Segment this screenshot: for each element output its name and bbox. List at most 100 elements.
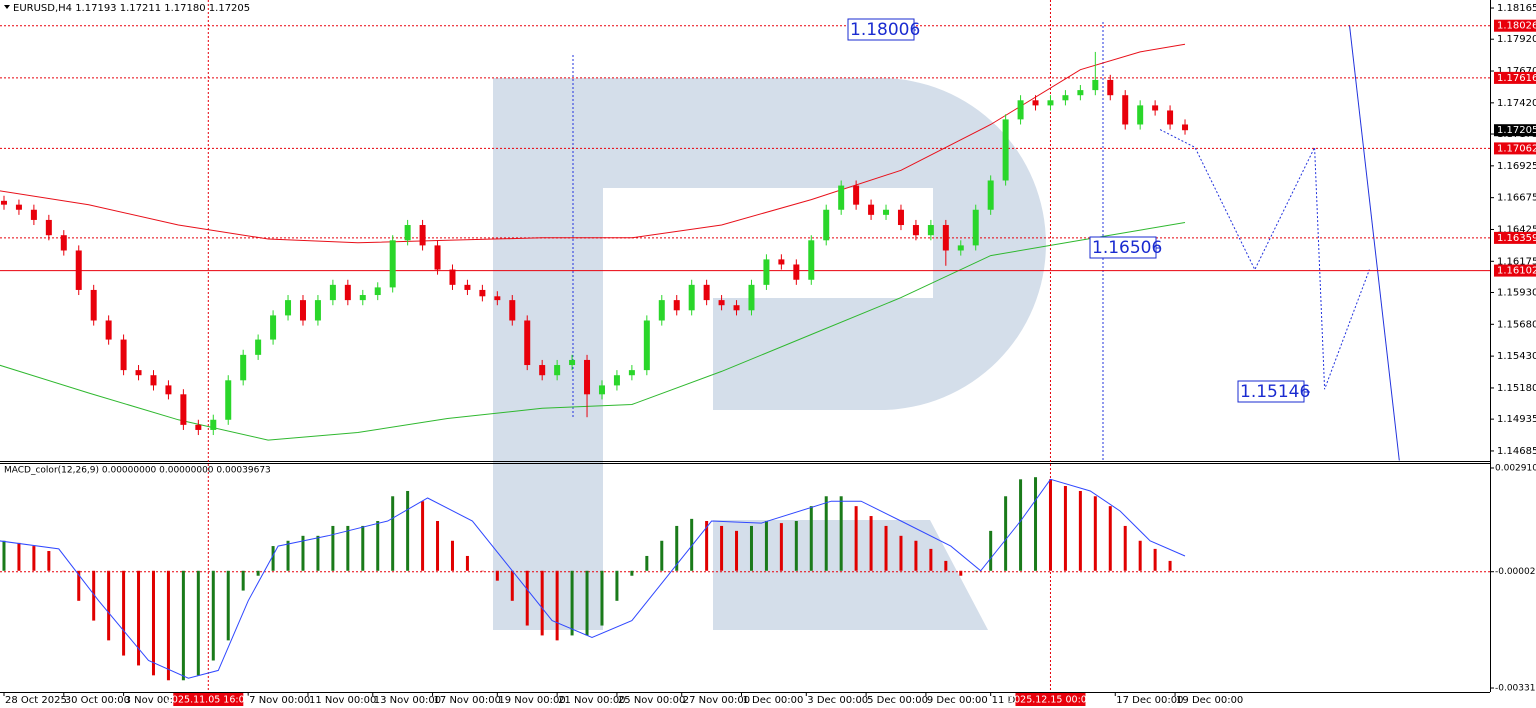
macd-bar	[1004, 496, 1008, 571]
macd-bar	[316, 535, 320, 571]
macd-bar	[17, 542, 21, 571]
candle-body	[404, 225, 411, 241]
candle-body	[210, 419, 217, 430]
candle-body	[1152, 105, 1159, 111]
macd-bar	[989, 530, 993, 571]
macd-bar	[720, 525, 724, 571]
macd-bar	[406, 490, 410, 571]
x-tick-label: 11 Nov 00:00	[309, 695, 376, 706]
candle-body	[195, 424, 202, 430]
price-level-box	[1494, 142, 1536, 155]
x-tick-label: 5 Dec 00:00	[867, 695, 928, 706]
candle-body	[30, 209, 37, 220]
macd-bar	[286, 540, 290, 571]
y-tick-label: 1.15430	[1497, 351, 1536, 362]
candle-body	[763, 259, 770, 285]
x-tick-label: 19 Nov 00:00	[498, 695, 565, 706]
x-tick-label: 3 Dec 00:00	[807, 695, 868, 706]
x-tick-label: 21 Nov 00:00	[558, 695, 625, 706]
macd-bar	[555, 570, 559, 641]
macd-bar	[495, 570, 499, 581]
candle-body	[569, 359, 576, 366]
candle-body	[449, 269, 456, 285]
candle-body	[554, 365, 561, 376]
macd-bar	[690, 518, 694, 571]
candle-body	[165, 385, 172, 395]
macd-bar	[645, 555, 649, 571]
candle-body	[972, 209, 979, 246]
x-tick-label: 7 Nov 00:00	[249, 695, 310, 706]
candle-body	[942, 225, 949, 251]
macd-bar	[1183, 570, 1187, 572]
price-level-label: 1.16102	[1497, 266, 1536, 277]
indicator-line	[1159, 129, 1370, 390]
macd-bar	[376, 520, 380, 571]
macd-bar	[1153, 548, 1157, 571]
macd-bar	[107, 570, 111, 641]
macd-bar	[331, 525, 335, 571]
candle-body	[778, 259, 785, 265]
y-tick-label: 1.16175	[1497, 256, 1536, 267]
candle-body	[524, 320, 531, 366]
x-tick-label: 27 Nov 00:00	[683, 695, 750, 706]
macd-bar	[47, 551, 51, 571]
x-tick-label: 3 Nov 00:00	[125, 695, 186, 706]
candle-body	[808, 240, 815, 280]
candle-body	[1092, 79, 1099, 91]
y-tick-label: 1.16425	[1497, 224, 1536, 235]
macd-bar	[92, 570, 96, 621]
candle-body	[255, 339, 262, 355]
x-tick-label: 30 Oct 00:00	[65, 695, 130, 706]
macd-bar	[974, 570, 978, 572]
y-tick-label: 1.14935	[1497, 414, 1536, 425]
logo-bowl	[603, 78, 1046, 410]
macd-bar	[764, 520, 768, 571]
candle-body	[853, 185, 860, 205]
candle-body	[1017, 100, 1024, 120]
candle-body	[643, 320, 650, 371]
macd-bar	[794, 520, 798, 571]
candle-body	[0, 200, 7, 205]
macd-bar	[929, 548, 933, 571]
y-tick-label: 1.16925	[1497, 161, 1536, 172]
macd-bar	[735, 530, 739, 571]
candle-body	[135, 370, 142, 376]
candle-body	[1032, 100, 1039, 106]
macd-bar	[271, 546, 275, 571]
candle-body	[105, 320, 112, 340]
macd-bar	[615, 570, 619, 601]
price-level-label: 1.17062	[1497, 143, 1536, 154]
macd-bar	[1048, 479, 1052, 571]
crosshair-label: 2025.11.05 16:00	[166, 695, 251, 706]
macd-bar	[600, 570, 604, 626]
candle-body	[823, 209, 830, 241]
y-tick-label: 1.17670	[1497, 66, 1536, 77]
macd-bar	[421, 501, 425, 571]
macd-bar	[570, 570, 574, 636]
macd-bar	[824, 496, 828, 571]
macd-bar	[1019, 479, 1023, 571]
candle-body	[688, 284, 695, 311]
candle-body	[479, 289, 486, 297]
x-tick-label: 25 Nov 00:00	[618, 695, 685, 706]
watermark-logo	[493, 78, 1046, 630]
macd-bar	[675, 525, 679, 571]
candle-body	[90, 289, 97, 321]
macd-bar	[436, 520, 440, 571]
crosshair-box	[1015, 693, 1086, 706]
macd-bar	[1078, 490, 1082, 571]
macd-bar	[749, 525, 753, 571]
candle-body	[598, 385, 605, 395]
candle-body	[374, 287, 381, 296]
candle-body	[45, 219, 52, 236]
candle-body	[912, 225, 919, 236]
candle-body	[509, 300, 516, 321]
macd-bar	[181, 570, 185, 681]
y-tick-label: 1.17420	[1497, 98, 1536, 109]
macd-bar	[137, 570, 141, 666]
price-level-box	[1494, 124, 1536, 137]
candle-body	[1182, 124, 1189, 131]
macd-bar	[1168, 560, 1172, 571]
macd-bar	[1093, 496, 1097, 571]
